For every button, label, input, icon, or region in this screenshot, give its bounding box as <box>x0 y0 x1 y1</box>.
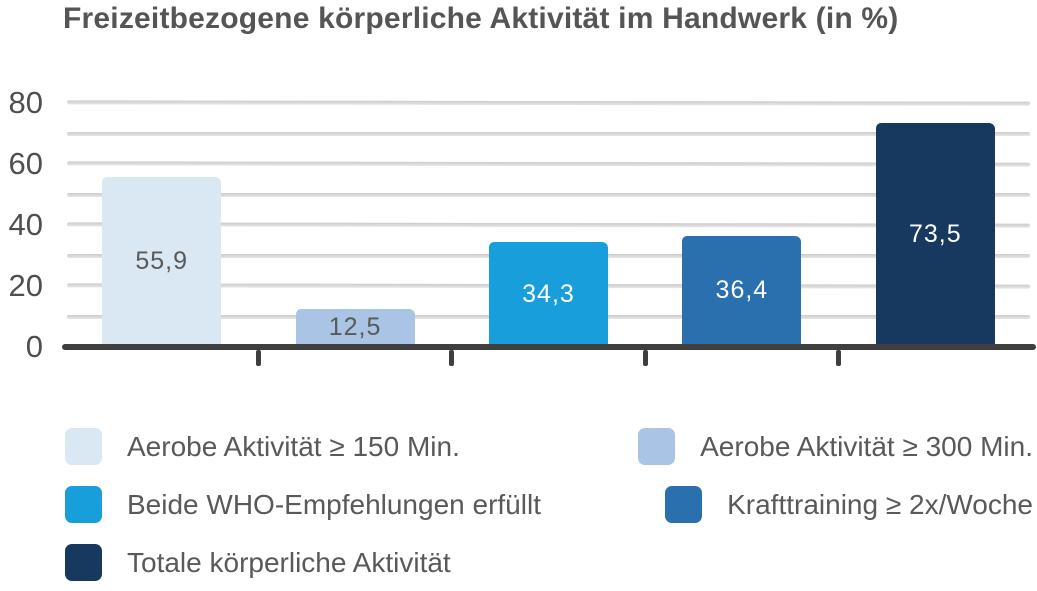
legend-label: Totale körperliche Aktivität <box>127 546 451 578</box>
legend-label: Krafttraining ≥ 2x/Woche <box>727 488 1033 520</box>
legend-item: Aerobe Aktivität ≥ 150 Min. <box>65 428 460 465</box>
gridline <box>66 100 1031 106</box>
legend-row: Totale körperliche Aktivität <box>65 544 1033 581</box>
legend-swatch <box>65 544 102 581</box>
legend-swatch <box>65 428 102 465</box>
legend-item: Totale körperliche Aktivität <box>65 544 451 581</box>
bar-value-label: 73,5 <box>908 219 962 248</box>
legend-label: Aerobe Aktivität ≥ 150 Min. <box>127 430 460 462</box>
legend-item: Aerobe Aktivität ≥ 300 Min. <box>638 428 1033 465</box>
bar-value-label: 34,3 <box>522 279 575 308</box>
chart-title: Freizeitbezogene körperliche Aktivität i… <box>63 2 899 35</box>
gridline <box>67 192 1030 197</box>
legend-item: Beide WHO-Empfehlungen erfüllt <box>65 486 541 523</box>
legend-row: Aerobe Aktivität ≥ 150 Min. Aerobe Aktivi… <box>65 428 1033 465</box>
legend-item: Krafttraining ≥ 2x/Woche <box>665 486 1033 523</box>
bar-4: 36,4 <box>682 235 802 347</box>
y-axis-tick-label: 20 <box>8 268 43 303</box>
y-axis-tick-label: 40 <box>8 207 43 242</box>
legend-swatch <box>638 428 676 465</box>
plot-area: 0 20 40 60 80 55,9 12,5 34,3 36,4 73,5 <box>9 85 1036 366</box>
x-axis-tick <box>449 350 455 366</box>
gridline <box>67 131 1030 136</box>
legend-row: Beide WHO-Empfehlungen erfüllt Krafttrain… <box>65 486 1033 523</box>
x-axis-tick <box>642 350 648 366</box>
bar-1: 55,9 <box>102 176 222 347</box>
y-axis-tick-label: 80 <box>8 85 43 120</box>
bar-value-label: 12,5 <box>328 312 382 341</box>
y-axis-tick-label: 60 <box>8 146 43 181</box>
bar-5: 73,5 <box>875 122 995 347</box>
bar-value-label: 36,4 <box>715 276 769 305</box>
bar-value-label: 55,9 <box>135 246 189 275</box>
x-axis-tick <box>836 350 842 366</box>
y-axis-tick-label: 0 <box>25 329 43 364</box>
bar-3: 34,3 <box>489 242 608 347</box>
x-axis-line <box>62 344 1036 350</box>
legend-label: Aerobe Aktivität ≥ 300 Min. <box>700 430 1033 462</box>
bar-2: 12,5 <box>295 308 415 347</box>
legend-label: Beide WHO-Empfehlungen erfüllt <box>127 488 541 520</box>
legend-swatch <box>65 486 102 523</box>
legend-swatch <box>665 486 703 523</box>
x-axis-tick <box>255 350 261 366</box>
legend: Aerobe Aktivität ≥ 150 Min. Aerobe Aktivi… <box>65 428 1033 581</box>
